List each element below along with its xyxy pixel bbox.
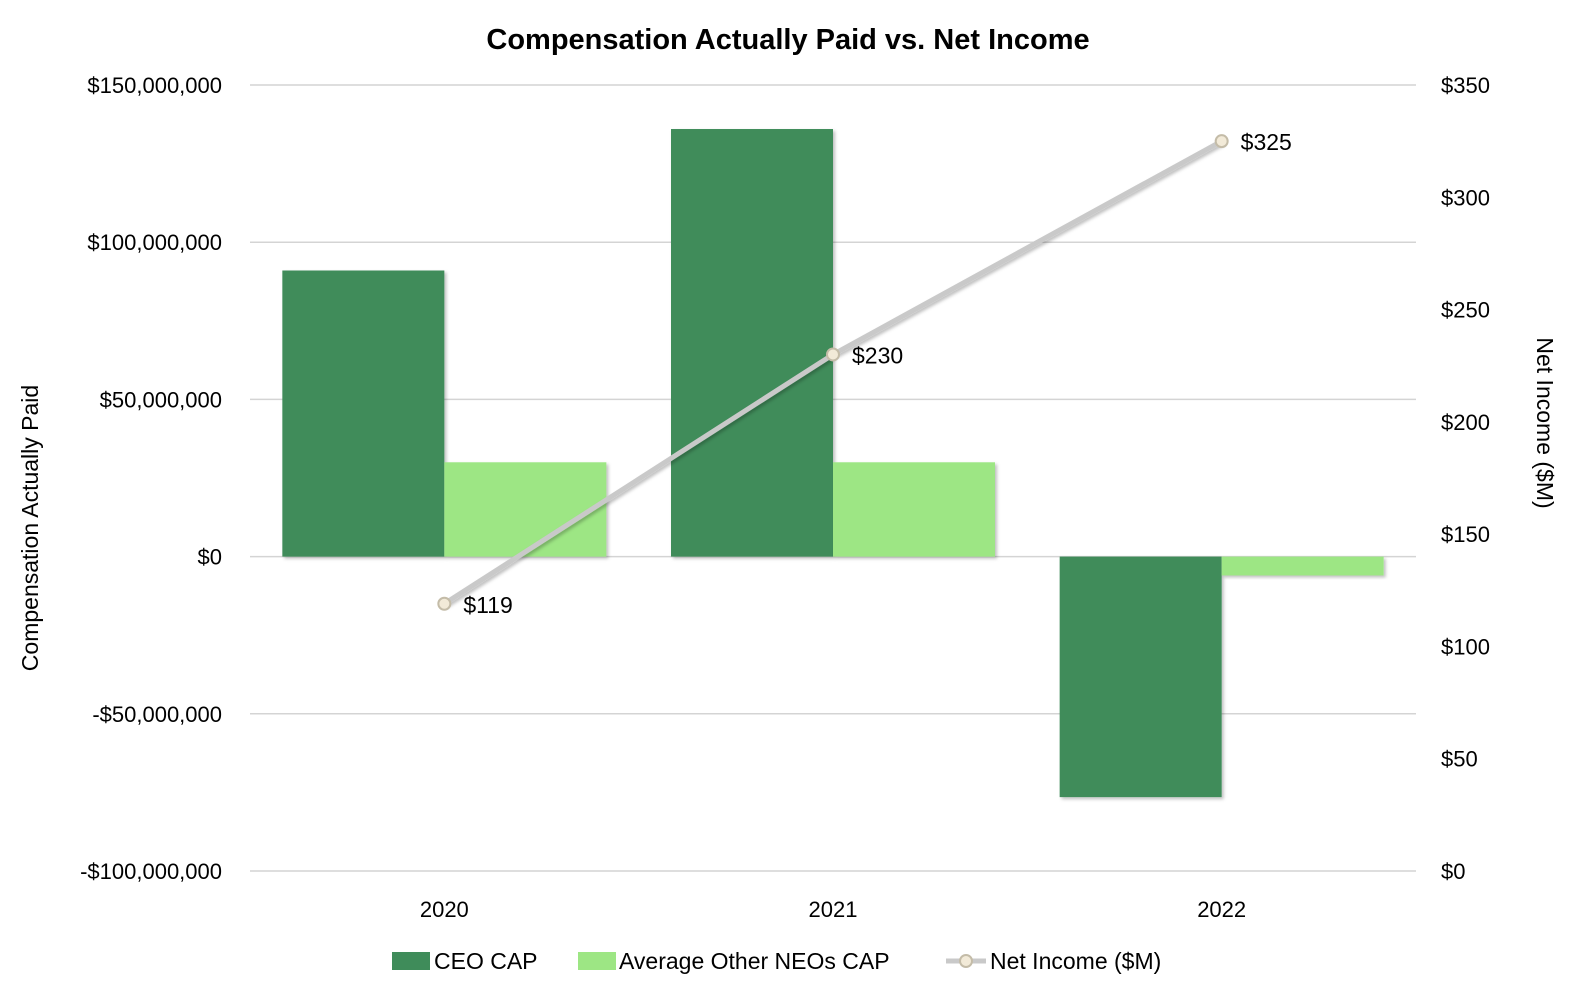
legend-label: Average Other NEOs CAP bbox=[619, 948, 890, 974]
y-tick-label: -$100,000,000 bbox=[80, 859, 222, 884]
net-income-data-label: $230 bbox=[852, 342, 903, 368]
x-tick-label: 2021 bbox=[809, 897, 858, 922]
legend-swatch bbox=[392, 952, 430, 970]
y-tick-label: $150,000,000 bbox=[87, 73, 222, 98]
ceo-cap-bar bbox=[282, 270, 445, 557]
legend-item: Average Other NEOs CAP bbox=[578, 948, 890, 974]
neo-cap-bar bbox=[1221, 556, 1384, 576]
y2-tick-label: $100 bbox=[1441, 634, 1490, 659]
legend: CEO CAP Average Other NEOs CAP Net Income … bbox=[392, 948, 1161, 974]
y-tick-label: $100,000,000 bbox=[87, 230, 222, 255]
y2-tick-label: $200 bbox=[1441, 410, 1490, 435]
ceo-cap-bar bbox=[671, 129, 833, 557]
legend-swatch bbox=[578, 952, 616, 970]
y2-tick-label: $300 bbox=[1441, 185, 1490, 210]
neo-cap-bar bbox=[833, 462, 995, 557]
x-tick-label: 2020 bbox=[420, 897, 469, 922]
legend-label: Net Income ($M) bbox=[990, 948, 1161, 974]
y2-tick-label: $350 bbox=[1441, 73, 1490, 98]
legend-item: Net Income ($M) bbox=[946, 948, 1161, 974]
net-income-point bbox=[826, 347, 840, 362]
ceo-cap-bar bbox=[1059, 556, 1222, 798]
legend-marker bbox=[959, 954, 973, 968]
y2-tick-label: $250 bbox=[1441, 298, 1490, 323]
y-tick-label: -$50,000,000 bbox=[92, 702, 222, 727]
left-axis-ticks: $150,000,000 $100,000,000 $50,000,000 $0 -$5… bbox=[80, 73, 222, 884]
net-income-point bbox=[437, 596, 452, 611]
bars bbox=[282, 129, 1384, 798]
chart-title: Compensation Actually Paid vs. Net Incom… bbox=[486, 24, 1089, 56]
y-tick-label: $0 bbox=[198, 545, 222, 570]
legend-label: CEO CAP bbox=[434, 948, 538, 974]
y2-axis-label: Net Income ($M) bbox=[1532, 337, 1558, 508]
neo-cap-bar bbox=[444, 462, 607, 557]
y-axis-label: Compensation Actually Paid bbox=[17, 385, 43, 671]
right-axis-ticks: $350 $300 $250 $200 $150 $100 $50 $0 bbox=[1441, 73, 1490, 884]
x-axis-ticks: 2020 2021 2022 bbox=[420, 897, 1246, 922]
y-tick-label: $50,000,000 bbox=[100, 387, 222, 412]
net-income-line: $119 $230 $325 bbox=[437, 129, 1292, 618]
y2-tick-label: $150 bbox=[1441, 522, 1490, 547]
net-income-data-label: $119 bbox=[463, 592, 512, 618]
net-income-point bbox=[1214, 134, 1229, 149]
legend-item: CEO CAP bbox=[392, 948, 538, 974]
x-tick-label: 2022 bbox=[1197, 897, 1246, 922]
net-income-data-label: $325 bbox=[1241, 129, 1292, 155]
y2-tick-label: $50 bbox=[1441, 747, 1478, 772]
y2-tick-label: $0 bbox=[1441, 859, 1465, 884]
